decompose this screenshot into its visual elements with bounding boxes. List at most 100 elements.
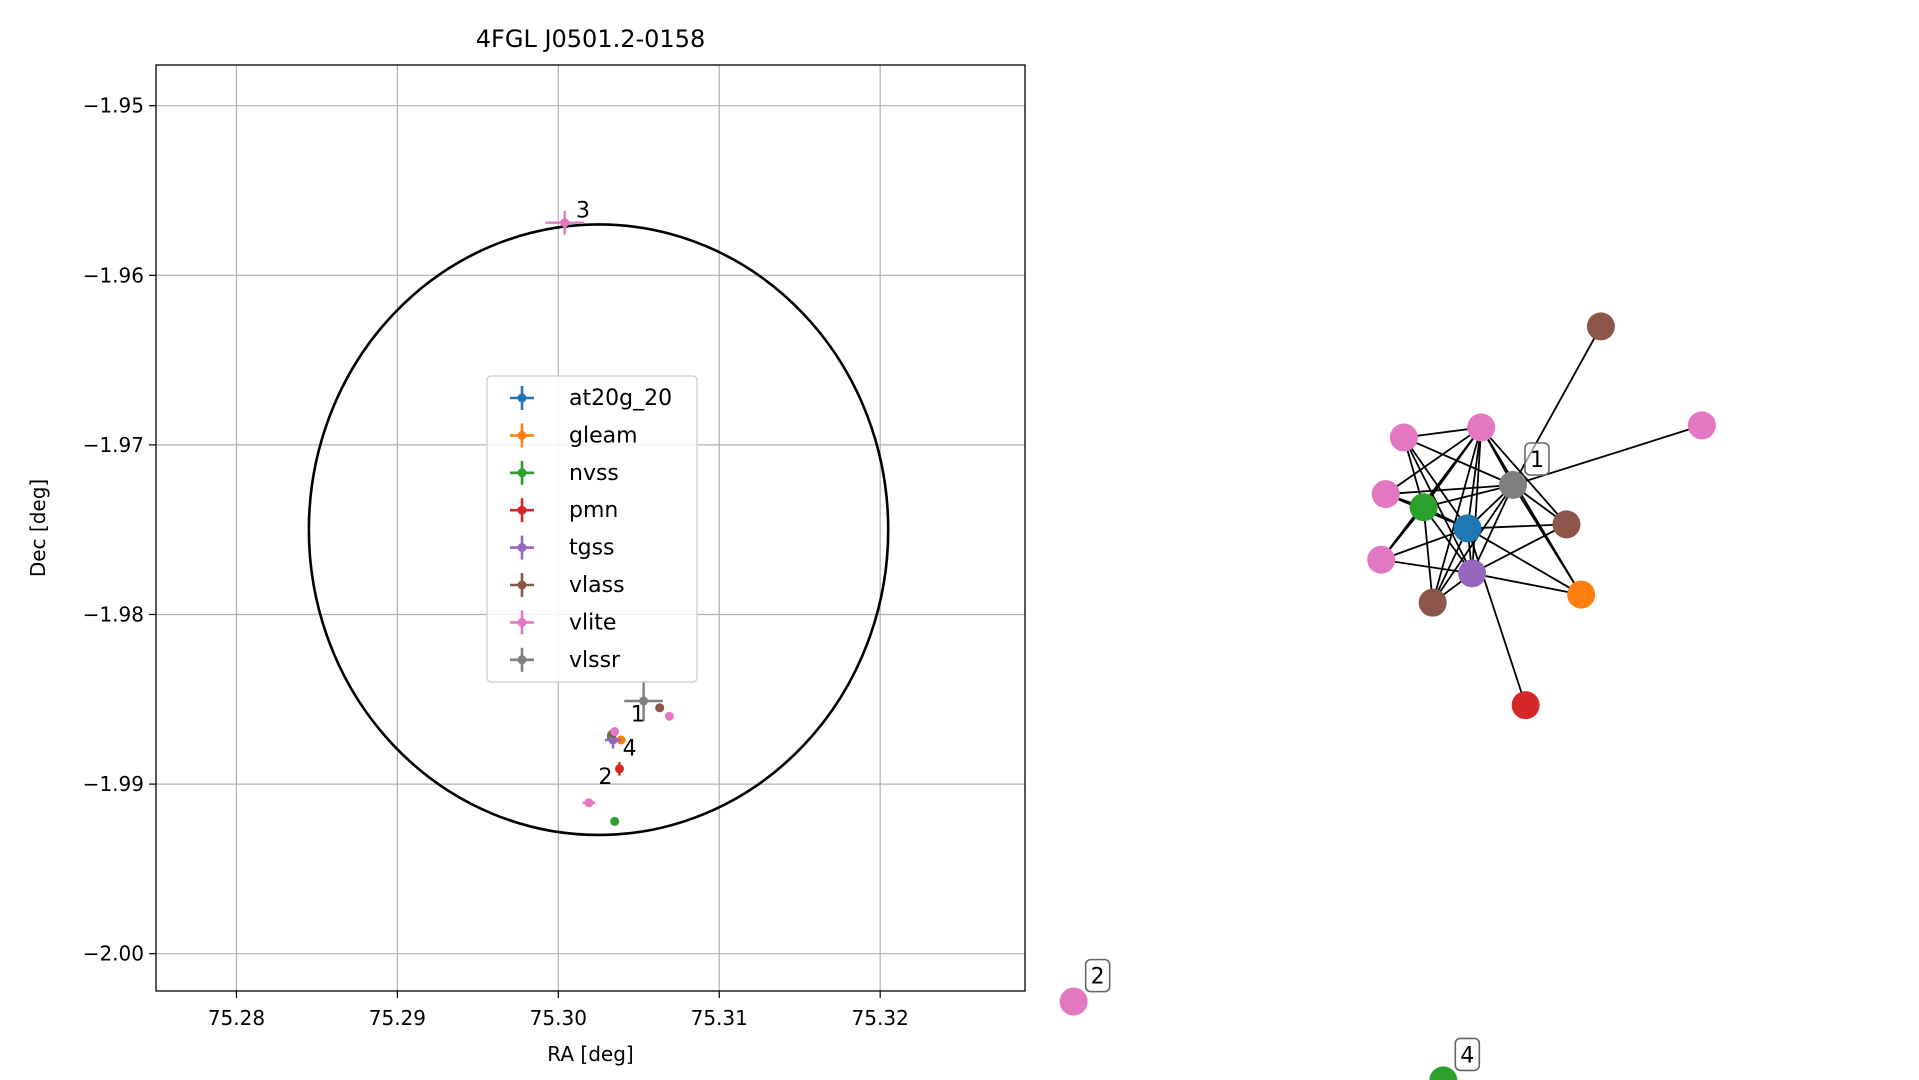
node-label-text: 2 (1091, 965, 1105, 990)
scatter-panel: 3 1 24 75.28 75.29 75.30 75.31 75.32 −1.95 −1.96… (26, 25, 1026, 1066)
network-edge (1403, 437, 1473, 574)
x-tick-label: 75.32 (852, 1006, 909, 1030)
network-edge (1480, 426, 1582, 596)
network-node-c-pink-bottomleft (1367, 545, 1396, 574)
point-marker (664, 711, 674, 721)
y-tick-label: −1.98 (83, 602, 144, 626)
data-point-vlite (545, 210, 585, 235)
network-node-c-orange (1567, 580, 1596, 609)
network-edge (1480, 426, 1568, 525)
network-node-n2 (1059, 987, 1088, 1016)
network-node-c-brown-bottom (1418, 588, 1447, 617)
network-edge (1471, 427, 1483, 574)
point-annotation: 4 (623, 736, 637, 761)
y-axis-label: Dec [deg] (26, 479, 50, 577)
network-node-label: 4 (1454, 1037, 1481, 1072)
localization-circle (307, 223, 890, 837)
legend-item-tgss: tgss (510, 535, 615, 561)
legend-item-nvss: nvss (510, 460, 619, 486)
network-edge (1471, 484, 1514, 574)
y-tick-label: −1.97 (83, 433, 144, 457)
network-node-c-green (1409, 493, 1438, 522)
legend-marker-dot (517, 393, 527, 403)
plot-frame (155, 64, 1026, 992)
y-tick-label: −2.00 (83, 942, 144, 966)
network-node-label: 1 (1524, 442, 1550, 476)
legend-label: nvss (569, 461, 619, 486)
legend-marker-dot (517, 543, 527, 553)
legend-box (486, 375, 698, 683)
network-node-n4 (1429, 1066, 1458, 1080)
ticks-layer: 75.28 75.29 75.30 75.31 75.32 −1.95 −1.96 −1.97… (83, 94, 909, 1030)
point-annotation: 2 (599, 765, 613, 790)
legend-label: vlssr (569, 648, 621, 673)
legend-label: pmn (569, 498, 618, 523)
legend-marker-dot (517, 617, 527, 627)
data-point-vlssr (624, 680, 663, 722)
y-tick-label: −1.96 (83, 263, 144, 287)
node-label-text: 1 (1530, 448, 1544, 473)
network-edge (1431, 427, 1483, 603)
point-marker (610, 727, 620, 737)
legend-item-pmn: pmn (510, 498, 618, 523)
point-marker (639, 696, 649, 706)
point-marker (608, 735, 618, 745)
point-marker (584, 798, 594, 808)
x-tick-label: 75.28 (208, 1006, 265, 1030)
network-nodes (1059, 312, 1716, 1080)
network-edge (1422, 507, 1434, 603)
legend-item-gleam: gleam (510, 423, 638, 448)
legend-marker-dot (517, 655, 527, 665)
data-point-vlass (655, 703, 665, 713)
data-points-layer (545, 210, 674, 826)
data-point-tgss (604, 731, 622, 749)
x-tick-label: 75.30 (530, 1006, 587, 1030)
network-node-c-blue (1453, 514, 1482, 543)
node-label-box (1524, 442, 1550, 476)
legend-item-at20g_20: at20g_20 (510, 386, 672, 411)
network-edge (1381, 558, 1473, 575)
localization-circle-layer (307, 223, 890, 837)
legend-label: at20g_20 (569, 386, 672, 411)
point-annotation: 1 (631, 702, 645, 727)
network-node-c-purple (1458, 559, 1487, 588)
x-tick-label: 75.31 (691, 1006, 748, 1030)
network-edge (1423, 484, 1514, 509)
legend-label: tgss (569, 536, 615, 561)
point-marker (614, 764, 624, 774)
network-node-c-brown-top (1586, 312, 1615, 341)
y-tick-label: −1.95 (83, 94, 144, 118)
point-annotation: 3 (576, 199, 590, 224)
data-point-nvss (610, 816, 620, 826)
network-node-c-pink-left (1371, 480, 1400, 509)
legend-marker-dot (517, 468, 527, 478)
network-node-c-pink-right (1687, 411, 1716, 440)
network-edge (1471, 523, 1567, 575)
network-edge (1467, 527, 1582, 596)
node-label-box (1084, 958, 1111, 993)
legend-marker-dot (517, 505, 527, 515)
network-node-c-pink-top (1467, 413, 1496, 442)
data-point-vlite (610, 727, 620, 737)
legend-label: gleam (569, 423, 638, 448)
network-edge (1380, 426, 1482, 561)
data-point-vlite (582, 798, 596, 808)
legend-marker-dot (517, 430, 527, 440)
network-node-c-pink-topleft (1389, 423, 1418, 452)
y-tick-label: −1.99 (83, 772, 144, 796)
network-node-labels: 1234 (1084, 442, 1550, 1072)
point-marker (610, 816, 620, 826)
legend-marker-dot (517, 580, 527, 590)
legend-item-vlssr: vlssr (510, 647, 621, 673)
network-node-n1 (1499, 471, 1527, 499)
x-tick-label: 75.29 (369, 1006, 426, 1030)
network-edge (1385, 484, 1514, 495)
x-axis-label: RA [deg] (547, 1042, 633, 1066)
network-edge (1467, 523, 1567, 530)
network-node-label: 2 (1084, 958, 1111, 993)
network-edge (1385, 426, 1482, 495)
network-node-c-red (1511, 691, 1540, 720)
network-node-c-brown-right (1552, 510, 1581, 539)
legend-item-vlass: vlass (510, 573, 625, 598)
